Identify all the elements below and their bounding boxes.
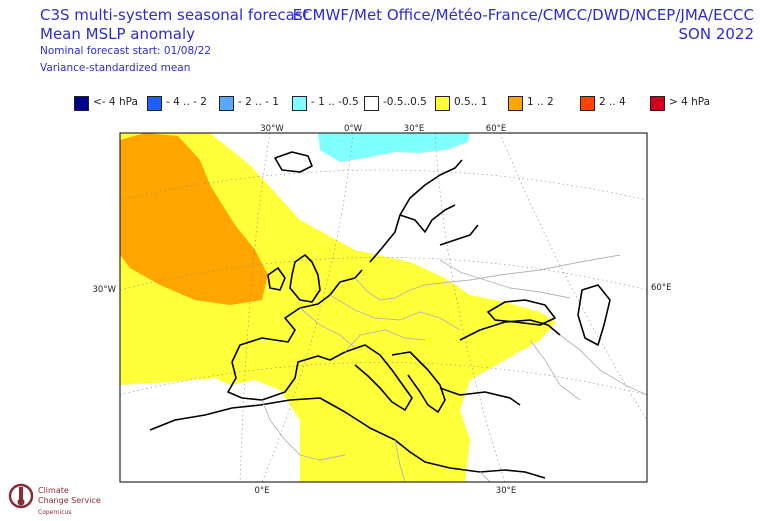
tick-top: 30°E	[404, 124, 424, 134]
anomaly-negative-1-0.5-region	[318, 133, 470, 162]
tick-bottom: 30°E	[496, 486, 516, 496]
tick-top: 0°W	[344, 124, 363, 134]
coastlines	[149, 151, 611, 479]
legend-swatch	[219, 96, 234, 111]
legend-label: > 4 hPa	[669, 96, 711, 108]
legend-swatch	[364, 96, 379, 111]
tick-top: 60°E	[486, 124, 506, 134]
tick-top: 30°W	[260, 124, 284, 134]
season-text: SON 2022	[678, 25, 755, 43]
sources-text: ECMWF/Met Office/Météo-France/CMCC/DWD/N…	[292, 6, 754, 24]
legend-label: - 1 .. -0.5	[311, 96, 359, 108]
tick-right: 60°E	[651, 283, 671, 293]
anomaly-positive-1-2-region	[120, 133, 268, 305]
legend-swatch	[580, 96, 595, 111]
legend-swatch	[74, 96, 89, 111]
legend-label: - 4 .. - 2	[166, 96, 207, 108]
graticule	[120, 133, 647, 482]
legend-label: <- 4 hPa	[93, 96, 138, 108]
legend-label: 1 .. 2	[527, 96, 554, 108]
legend-label: 0.5.. 1	[454, 96, 488, 108]
legend-label: - 2 .. - 1	[238, 96, 279, 108]
mean-type-text: Variance-standardized mean	[40, 62, 191, 74]
logo-line2: Change Service	[38, 496, 101, 505]
logo-ring-icon	[8, 483, 34, 509]
logo-bulb-icon	[17, 498, 25, 506]
chart-title: C3S multi-system seasonal forecast	[40, 6, 309, 24]
chart-subtitle: Mean MSLP anomaly	[40, 25, 195, 43]
forecast-start-text: Nominal forecast start: 01/08/22	[40, 45, 212, 57]
logo-thermometer-icon	[19, 487, 23, 501]
legend-swatch	[650, 96, 665, 111]
legend-swatch	[147, 96, 162, 111]
legend-swatch	[508, 96, 523, 111]
tick-left: 30°W	[93, 285, 117, 295]
logo-line1: Climate	[38, 486, 69, 495]
country-borders	[261, 254, 647, 482]
legend-label: -0.5..0.5	[383, 96, 427, 108]
logo-tagline: Copernicus	[38, 509, 71, 516]
tick-bottom: 0°E	[254, 486, 269, 496]
copernicus-climate-logo: Climate Change Service Copernicus	[8, 483, 101, 516]
map-frame	[119, 132, 648, 483]
legend-swatch	[292, 96, 307, 111]
legend-swatch	[435, 96, 450, 111]
legend-label: 2 .. 4	[599, 96, 626, 108]
